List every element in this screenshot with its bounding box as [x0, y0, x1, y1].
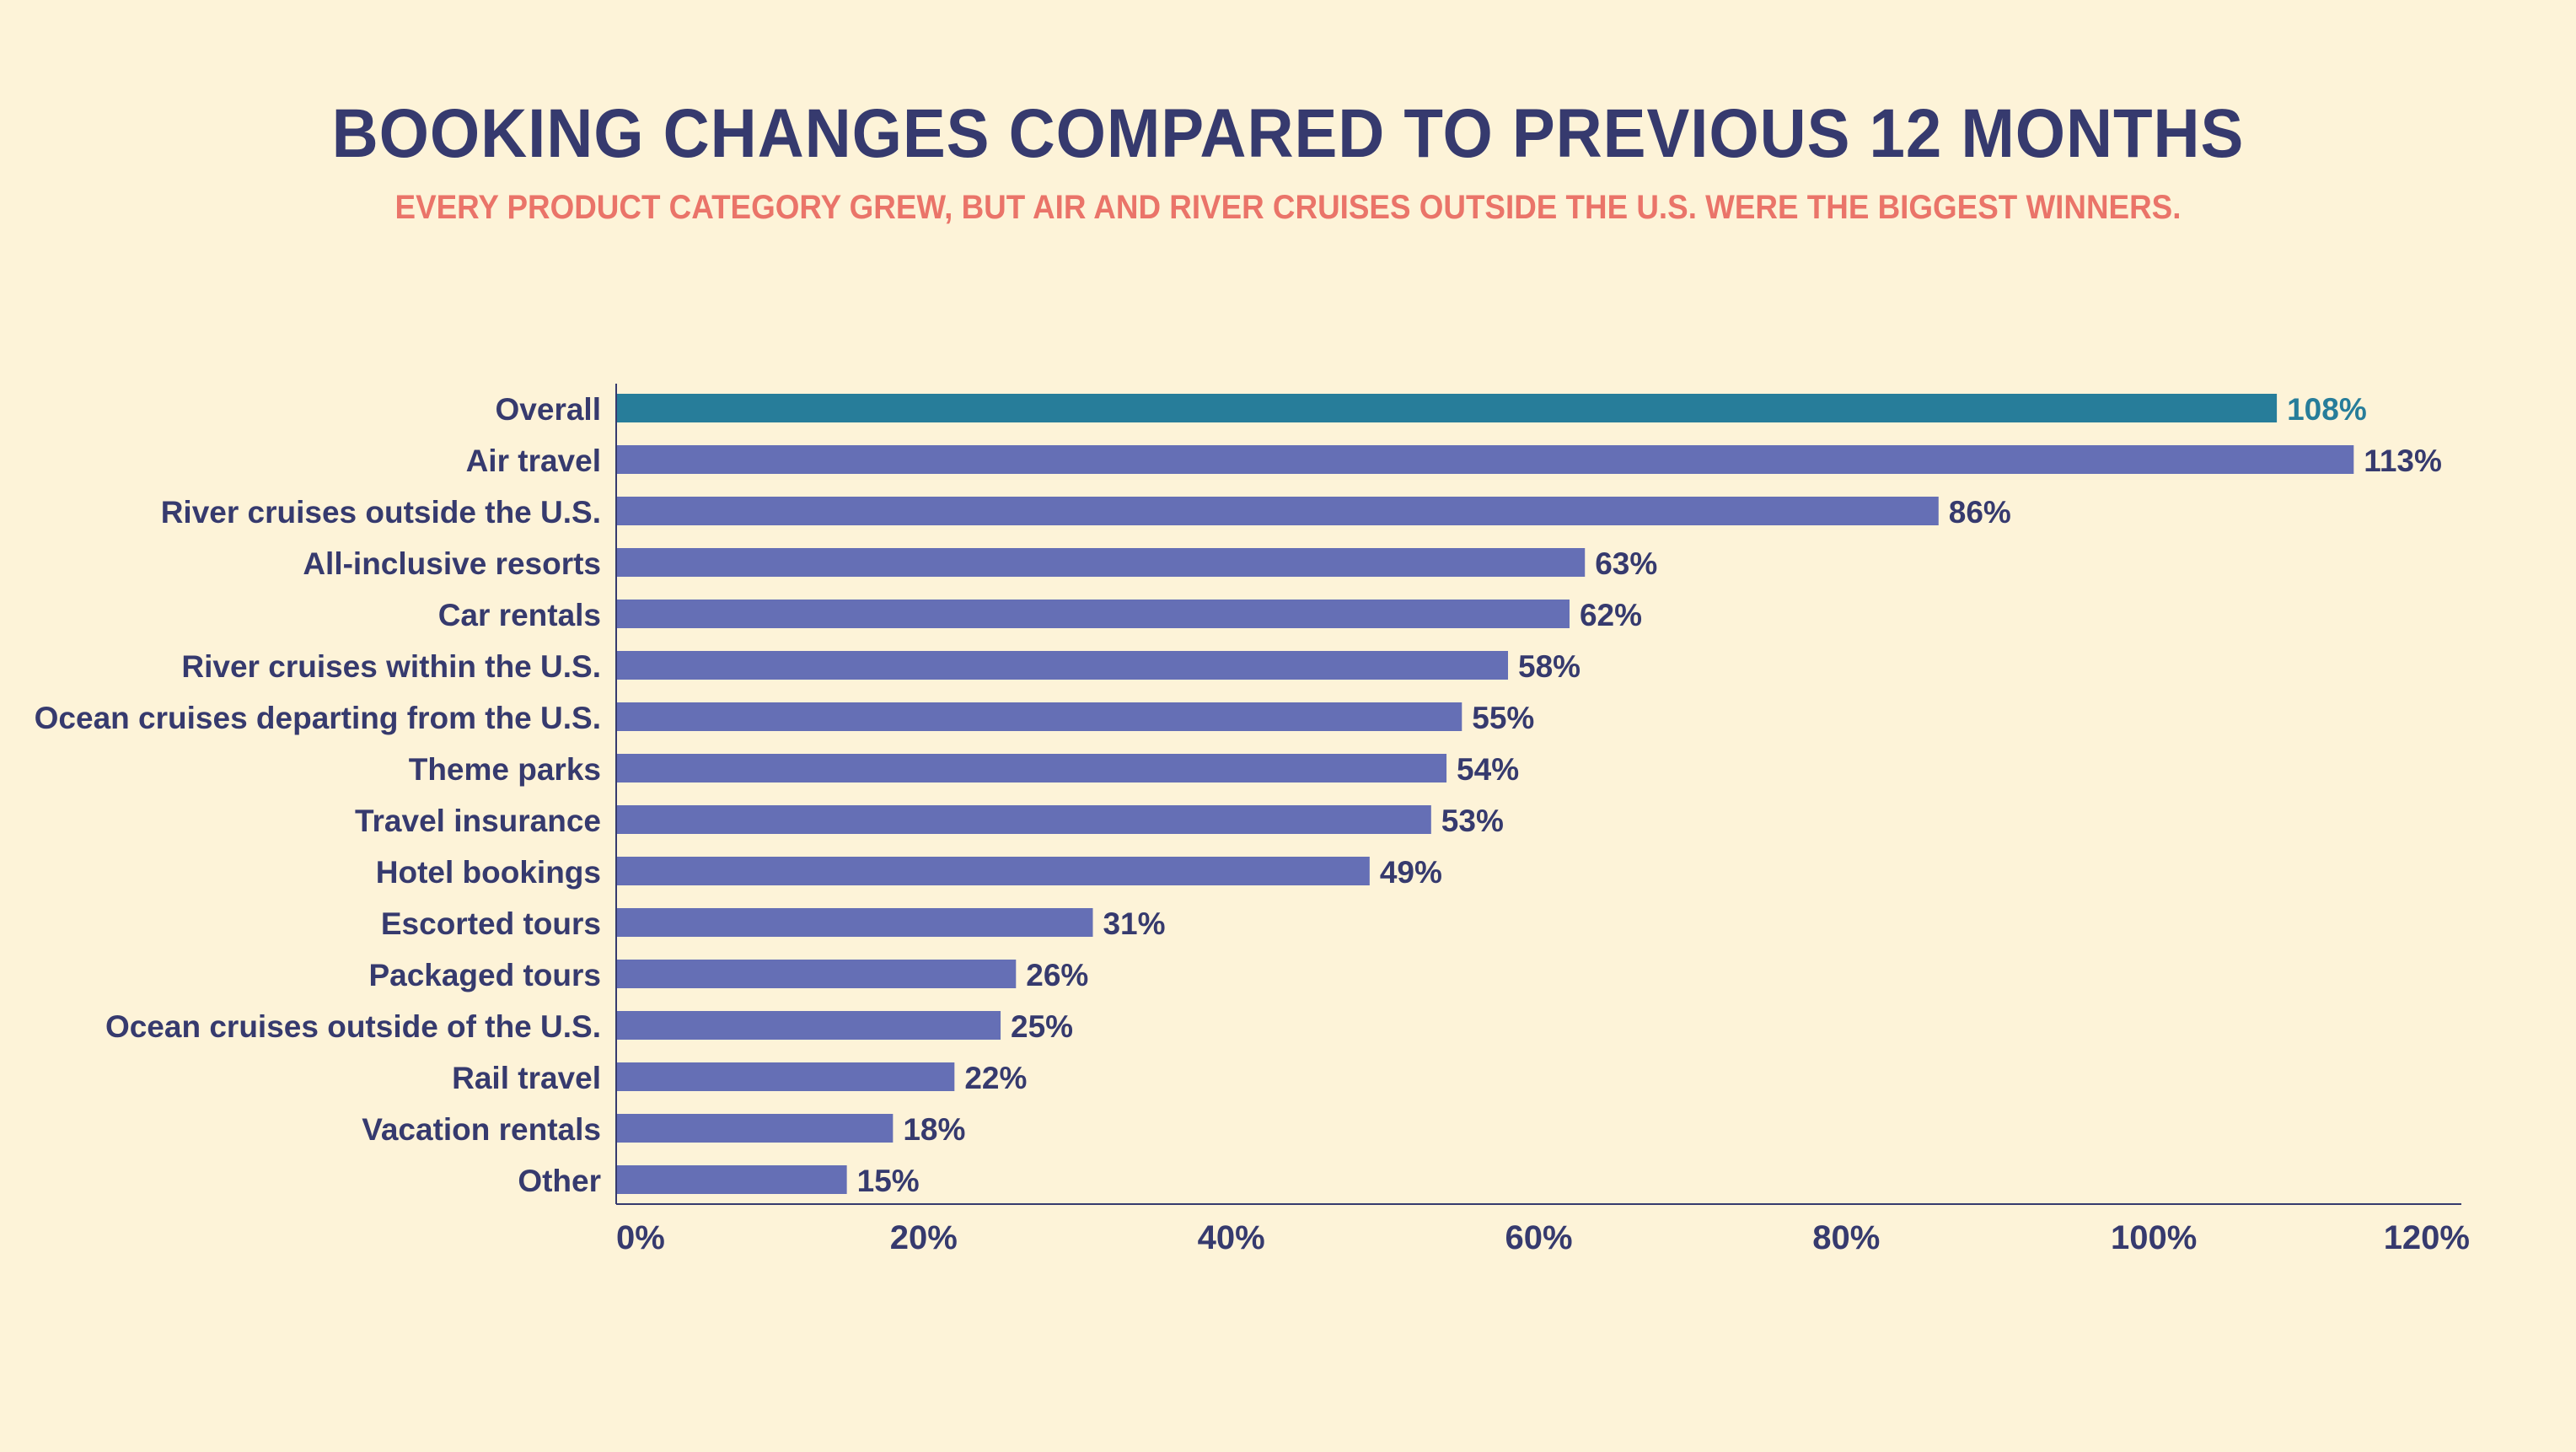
- value-label-hotel-bookings: 49%: [1380, 855, 1442, 890]
- bar-all-inclusive-resorts: [616, 548, 1586, 577]
- bar-escorted-tours: [616, 908, 1093, 937]
- bar-travel-insurance: [616, 805, 1431, 834]
- bar-car-rentals: [616, 600, 1570, 628]
- value-label-ocean-cruises-departing-from-the-u-s: 55%: [1472, 701, 1534, 735]
- bar-river-cruises-within-the-u-s: [616, 651, 1509, 680]
- x-tick-label-40: 40%: [1198, 1219, 1265, 1256]
- x-tick-label-0: 0%: [616, 1219, 665, 1256]
- bar-ocean-cruises-departing-from-the-u-s: [616, 702, 1462, 731]
- value-label-travel-insurance: 53%: [1441, 804, 1504, 838]
- bar-theme-parks: [616, 754, 1447, 782]
- bar-packaged-tours: [616, 960, 1017, 988]
- value-label-river-cruises-outside-the-u-s: 86%: [1949, 495, 2011, 530]
- x-tick-label-120: 120%: [2384, 1219, 2470, 1256]
- category-label-river-cruises-within-the-u-s: River cruises within the U.S.: [181, 649, 601, 684]
- value-label-other: 15%: [857, 1164, 920, 1198]
- x-tick-label-60: 60%: [1505, 1219, 1572, 1256]
- category-label-river-cruises-outside-the-u-s: River cruises outside the U.S.: [161, 495, 601, 530]
- category-label-ocean-cruises-outside-of-the-u-s: Ocean cruises outside of the U.S.: [105, 1009, 601, 1044]
- category-label-packaged-tours: Packaged tours: [368, 958, 601, 992]
- chart-title: BOOKING CHANGES COMPARED TO PREVIOUS 12 …: [331, 95, 2245, 172]
- value-label-overall: 108%: [2287, 392, 2367, 427]
- bar-other: [616, 1165, 847, 1194]
- category-label-hotel-bookings: Hotel bookings: [376, 855, 601, 890]
- value-label-theme-parks: 54%: [1457, 752, 1519, 787]
- bar-air-travel: [616, 445, 2354, 474]
- category-label-vacation-rentals: Vacation rentals: [362, 1112, 601, 1147]
- x-tick-label-20: 20%: [890, 1219, 958, 1256]
- category-label-travel-insurance: Travel insurance: [355, 804, 601, 838]
- bar-river-cruises-outside-the-u-s: [616, 497, 1939, 525]
- value-label-all-inclusive-resorts: 63%: [1595, 546, 1657, 581]
- category-label-ocean-cruises-departing-from-the-u-s: Ocean cruises departing from the U.S.: [35, 701, 601, 735]
- category-label-rail-travel: Rail travel: [452, 1061, 601, 1095]
- chart-subtitle: EVERY PRODUCT CATEGORY GREW, BUT AIR AND…: [394, 189, 2182, 226]
- value-label-vacation-rentals: 18%: [903, 1112, 965, 1147]
- category-label-all-inclusive-resorts: All-inclusive resorts: [303, 546, 601, 581]
- bar-hotel-bookings: [616, 857, 1370, 885]
- category-label-escorted-tours: Escorted tours: [381, 906, 601, 941]
- bar-overall: [616, 394, 2278, 422]
- value-label-escorted-tours: 31%: [1103, 906, 1165, 941]
- category-label-theme-parks: Theme parks: [409, 752, 601, 787]
- x-tick-label-100: 100%: [2111, 1219, 2197, 1256]
- value-label-river-cruises-within-the-u-s: 58%: [1518, 649, 1580, 684]
- value-label-packaged-tours: 26%: [1026, 958, 1088, 992]
- bar-ocean-cruises-outside-of-the-u-s: [616, 1011, 1001, 1040]
- value-label-air-travel: 113%: [2364, 444, 2442, 478]
- category-label-other: Other: [518, 1164, 601, 1198]
- category-label-air-travel: Air travel: [466, 444, 601, 478]
- category-label-car-rentals: Car rentals: [438, 598, 601, 632]
- category-label-overall: Overall: [496, 392, 601, 427]
- x-tick-label-80: 80%: [1812, 1219, 1880, 1256]
- value-label-rail-travel: 22%: [964, 1061, 1027, 1095]
- value-label-car-rentals: 62%: [1580, 598, 1642, 632]
- bar-rail-travel: [616, 1062, 955, 1091]
- value-label-ocean-cruises-outside-of-the-u-s: 25%: [1011, 1009, 1073, 1044]
- bar-vacation-rentals: [616, 1114, 894, 1143]
